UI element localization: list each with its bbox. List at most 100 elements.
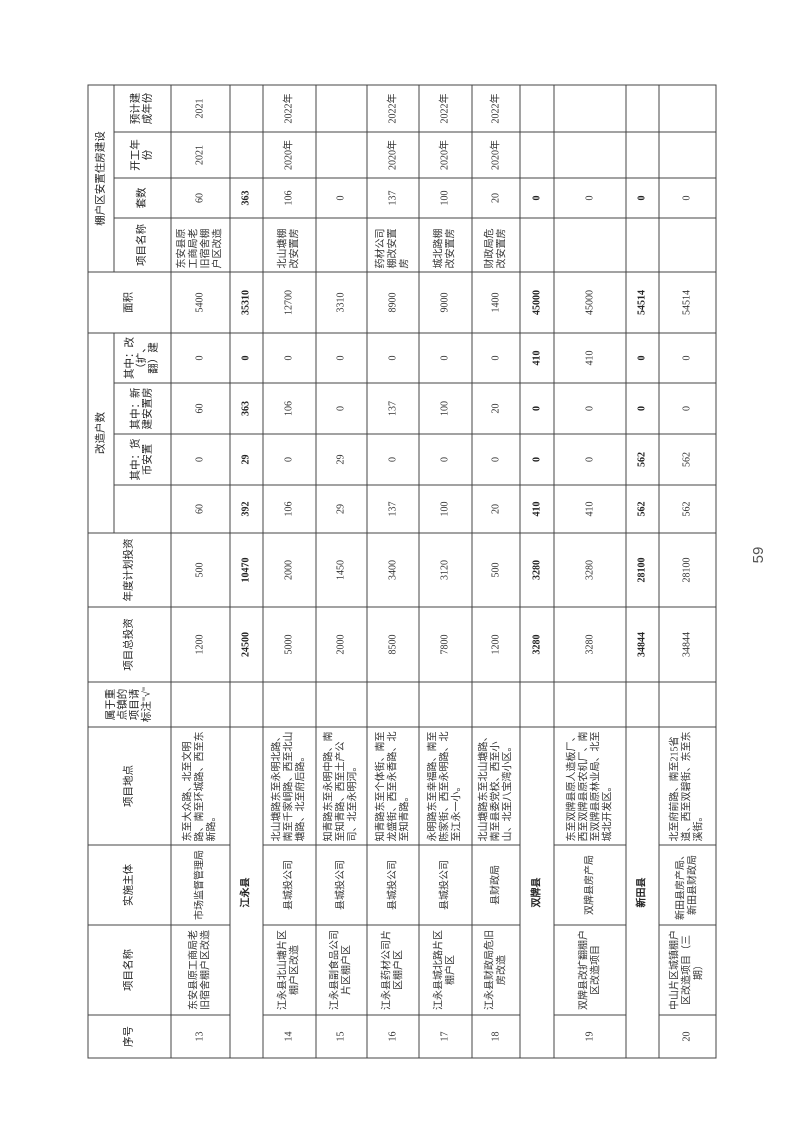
cell-location: 北至府前路、南至215省道、西至双碧街、东至东溪街。 bbox=[658, 726, 716, 845]
cell-h-finish: 2022年 bbox=[366, 84, 419, 132]
cell-implementer: 双牌县房产局 bbox=[553, 844, 626, 925]
cell-project-name: 江永县北山塘片区棚户区改造 bbox=[262, 924, 316, 1015]
cell-hh-total: 60 bbox=[170, 484, 230, 533]
table-row: 15 江永县副食品公司片区棚户区 县城投公司 知青路东至永明中路、南至知青路、西至土产… bbox=[315, 84, 367, 1058]
cell-project-name: 江永县药材公司片区棚户区 bbox=[366, 924, 419, 1015]
cell-h-name bbox=[229, 217, 263, 272]
cell-annual: 3400 bbox=[366, 532, 419, 607]
cell-hh-monetary: 562 bbox=[625, 433, 659, 485]
cell-h-start bbox=[553, 131, 626, 178]
cell-hh-total: 410 bbox=[519, 484, 554, 533]
cell-hh-rebuild: 0 bbox=[418, 332, 472, 383]
cell-area: 8900 bbox=[366, 271, 419, 333]
cell-total: 1200 bbox=[471, 606, 520, 682]
header-households-group: 改造户数 bbox=[87, 332, 114, 533]
cell-h-units: 0 bbox=[315, 177, 367, 218]
header-hh-new: 其中：新建安置房 bbox=[113, 382, 171, 434]
cell-hh-monetary: 0 bbox=[553, 433, 626, 485]
cell-hh-total: 20 bbox=[471, 484, 520, 533]
cell-h-units: 100 bbox=[418, 177, 472, 218]
cell-location: 东至双牌县原人造板厂、西至双牌县原农机厂、南至双牌县原林业局、北至城北开发区。 bbox=[553, 726, 626, 845]
cell-hh-new: 137 bbox=[366, 382, 419, 434]
cell-implementer: 县城投公司 bbox=[418, 844, 472, 925]
cell-h-name: 东安县原工商局老旧宿舍棚户区改造 bbox=[170, 217, 230, 272]
cell-hh-rebuild: 0 bbox=[471, 332, 520, 383]
cell-area: 12700 bbox=[262, 271, 316, 333]
table-row: 19 双牌县改扩翻棚户区改造项目 双牌县房产局 东至双牌县原人造板厂、西至双牌县原农机… bbox=[553, 84, 626, 1058]
cell-h-name bbox=[658, 217, 716, 272]
rotated-table-container: 序号 项目名称 实施主体 项目地点 属于重点镇的项目请标注"√" 项目总投资 年… bbox=[87, 84, 716, 1058]
cell-hh-rebuild: 0 bbox=[625, 332, 659, 383]
cell-seq: 14 bbox=[262, 1014, 316, 1058]
cell-project-name: 中山片区城镇棚户区改造项目（三期） bbox=[658, 924, 716, 1015]
cell-h-start bbox=[658, 131, 716, 178]
cell-key-town bbox=[553, 681, 626, 727]
cell-seq: 16 bbox=[366, 1014, 419, 1058]
cell-annual: 28100 bbox=[625, 532, 659, 607]
cell-project-name: 双牌县改扩翻棚户区改造项目 bbox=[553, 924, 626, 1015]
header-total-investment: 项目总投资 bbox=[87, 606, 171, 682]
table-row: 18 江永县财政局危旧房改造 县财政局 北山塘路东至北山塘路、南至县委党校、西至小山、… bbox=[471, 84, 520, 1058]
cell-hh-monetary: 0 bbox=[366, 433, 419, 485]
cell-h-units: 137 bbox=[366, 177, 419, 218]
cell-seq: 19 bbox=[553, 1014, 626, 1058]
cell-h-finish bbox=[658, 84, 716, 132]
cell-total: 34844 bbox=[625, 606, 659, 682]
cell-h-start bbox=[229, 131, 263, 178]
cell-h-start: 2021 bbox=[170, 131, 230, 178]
header-seq: 序号 bbox=[87, 1014, 171, 1058]
cell-hh-new: 100 bbox=[418, 382, 472, 434]
cell-h-name bbox=[625, 217, 659, 272]
cell-key-town bbox=[658, 681, 716, 727]
cell-hh-new: 363 bbox=[229, 382, 263, 434]
cell-key-town bbox=[262, 681, 316, 727]
cell-annual: 3120 bbox=[418, 532, 472, 607]
cell-hh-total: 137 bbox=[366, 484, 419, 533]
header-implementer: 实施主体 bbox=[87, 844, 171, 925]
cell-implementer: 市场监督管理局 bbox=[170, 844, 230, 925]
cell-h-start bbox=[519, 131, 554, 178]
table-row: 13 东安县原工商局老旧宿舍棚户区改造 市场监督管理局 东至大众路、北至文明路、南至环… bbox=[170, 84, 230, 1058]
cell-h-name bbox=[519, 217, 554, 272]
county-subtotal-label: 双牌县 bbox=[519, 726, 554, 1058]
cell-h-units: 0 bbox=[519, 177, 554, 218]
cell-implementer: 县财政局 bbox=[471, 844, 520, 925]
cell-location: 东至大众路、北至文明路、南至环城路、西至东新路。 bbox=[170, 726, 230, 845]
shantytown-renovation-table: 序号 项目名称 实施主体 项目地点 属于重点镇的项目请标注"√" 项目总投资 年… bbox=[87, 84, 716, 1058]
cell-h-start bbox=[625, 131, 659, 178]
cell-seq: 18 bbox=[471, 1014, 520, 1058]
cell-h-finish bbox=[553, 84, 626, 132]
cell-total: 5000 bbox=[262, 606, 316, 682]
table-row: 20 中山片区城镇棚户区改造项目（三期） 新田县房产局、新田县财政局 北至府前路、南至… bbox=[658, 84, 716, 1058]
cell-h-name bbox=[553, 217, 626, 272]
cell-hh-total: 100 bbox=[418, 484, 472, 533]
cell-hh-total: 562 bbox=[658, 484, 716, 533]
cell-hh-new: 0 bbox=[315, 382, 367, 434]
cell-h-units: 0 bbox=[625, 177, 659, 218]
cell-hh-new: 0 bbox=[553, 382, 626, 434]
cell-project-name: 江永县财政局危旧房改造 bbox=[471, 924, 520, 1015]
cell-project-name: 东安县原工商局老旧宿舍棚户区改造 bbox=[170, 924, 230, 1015]
cell-key-town bbox=[170, 681, 230, 727]
header-hh-rebuild: 其中：改（扩、翻）建 bbox=[113, 332, 171, 383]
cell-hh-total: 29 bbox=[315, 484, 367, 533]
cell-hh-rebuild: 0 bbox=[262, 332, 316, 383]
header-project-name: 项目名称 bbox=[87, 924, 171, 1015]
cell-hh-total: 106 bbox=[262, 484, 316, 533]
header-hh-monetary: 其中：货币安置 bbox=[113, 433, 171, 485]
cell-hh-new: 20 bbox=[471, 382, 520, 434]
cell-hh-monetary: 0 bbox=[418, 433, 472, 485]
cell-h-name: 财政局危改安置房 bbox=[471, 217, 520, 272]
cell-h-finish: 2022年 bbox=[418, 84, 472, 132]
cell-hh-rebuild: 0 bbox=[170, 332, 230, 383]
cell-area: 5400 bbox=[170, 271, 230, 333]
cell-hh-rebuild: 0 bbox=[229, 332, 263, 383]
cell-h-units: 20 bbox=[471, 177, 520, 218]
cell-hh-rebuild: 410 bbox=[553, 332, 626, 383]
cell-hh-monetary: 0 bbox=[170, 433, 230, 485]
cell-key-town bbox=[229, 681, 263, 727]
cell-hh-monetary: 29 bbox=[229, 433, 263, 485]
header-start-year: 开工年份 bbox=[113, 131, 171, 178]
cell-hh-total: 392 bbox=[229, 484, 263, 533]
cell-h-start: 2020年 bbox=[418, 131, 472, 178]
